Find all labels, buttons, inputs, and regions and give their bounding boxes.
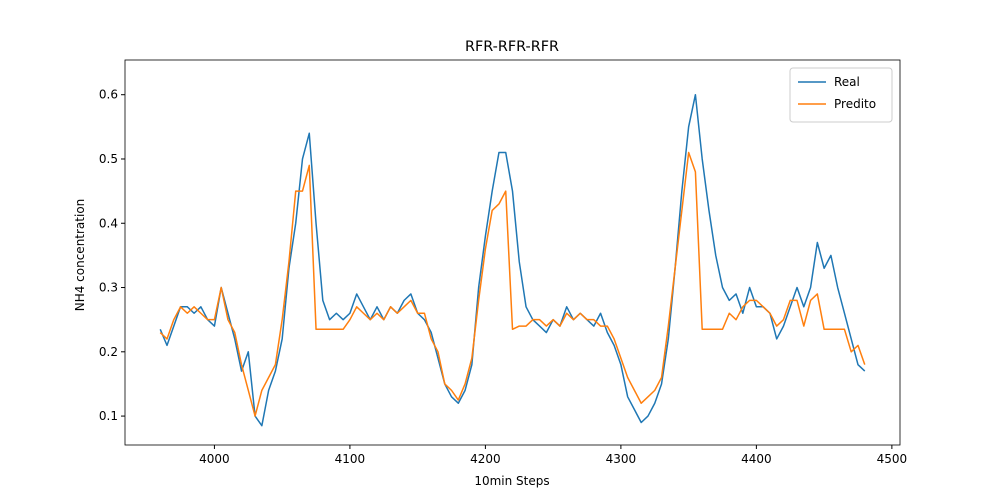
y-tick-label: 0.4 <box>99 216 118 230</box>
x-tick-label: 4400 <box>741 452 772 466</box>
y-axis-label: NH4 concentration <box>73 199 87 312</box>
chart-title: RFR-RFR-RFR <box>465 39 559 55</box>
y-tick-label: 0.1 <box>99 409 118 423</box>
legend-label: Real <box>834 75 860 89</box>
x-tick-label: 4200 <box>470 452 501 466</box>
data-line <box>159 93 866 427</box>
x-tick-label: 4500 <box>877 452 908 466</box>
x-tick-label: 4300 <box>606 452 637 466</box>
x-axis-label: 10min Steps <box>474 474 549 488</box>
legend-label: Predito <box>834 97 876 111</box>
y-tick-label: 0.5 <box>99 152 118 166</box>
y-tick-label: 0.3 <box>99 281 118 295</box>
y-tick-label: 0.6 <box>99 88 118 102</box>
x-tick-label: 4100 <box>335 452 366 466</box>
data-line <box>159 151 866 417</box>
axes-frame <box>124 59 901 446</box>
y-tick-label: 0.2 <box>99 345 118 359</box>
x-tick-label: 4000 <box>199 452 230 466</box>
